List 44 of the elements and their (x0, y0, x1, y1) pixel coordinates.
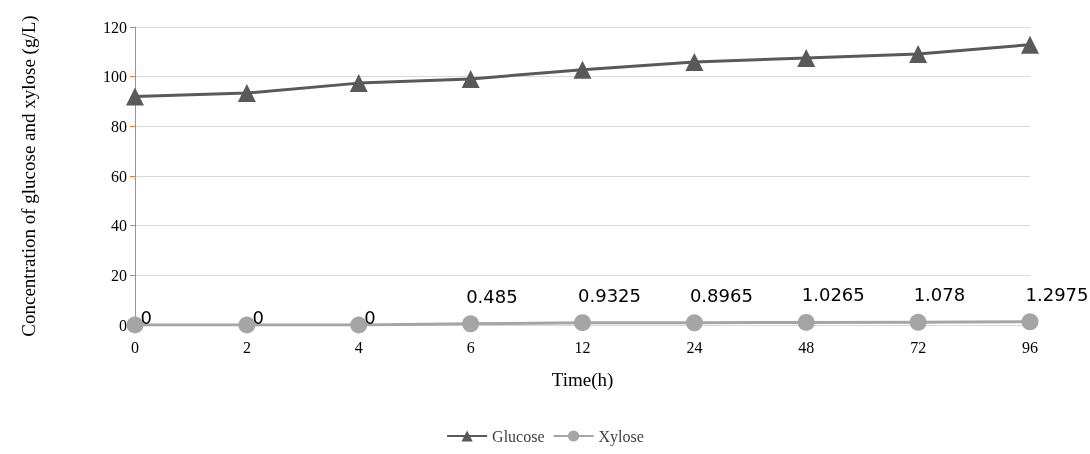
data-label: 1.078 (913, 284, 966, 306)
y-axis-title: Concentration of glucose and xylose (g/L) (17, 15, 40, 337)
x-tick-label: 6 (466, 338, 475, 356)
point (573, 60, 592, 79)
point (237, 84, 256, 103)
data-label: 0.9325 (578, 284, 641, 306)
x-tick-label: 4 (354, 338, 363, 356)
point (909, 313, 927, 331)
data-label: 0 (140, 307, 152, 328)
x-tick-label: 48 (798, 338, 815, 356)
point (574, 314, 591, 332)
data-label: 1.0265 (801, 284, 865, 306)
y-tick-label: 100 (103, 68, 127, 86)
data-label: 0.485 (466, 285, 518, 307)
point (797, 49, 816, 68)
x-tick-label: 72 (910, 338, 927, 356)
legend-label: Glucose (492, 427, 545, 445)
data-label: 0 (252, 307, 264, 328)
point (349, 74, 368, 93)
point (126, 87, 144, 106)
point (1021, 35, 1039, 54)
x-tick-label: 96 (1022, 338, 1038, 356)
data-label: 1.2975 (1025, 283, 1089, 305)
y-tick-label: 20 (111, 266, 127, 284)
y-tick-label: 0 (119, 316, 127, 334)
data-label: 0.8965 (689, 284, 753, 306)
point (462, 315, 480, 333)
x-tick-label: 12 (574, 338, 591, 356)
legend-label: Xylose (598, 427, 644, 446)
data-label: 0 (364, 307, 376, 328)
y-tick-label: 120 (103, 18, 127, 36)
point (1021, 313, 1039, 331)
x-tick-label: 24 (686, 338, 703, 356)
x-tick-label: 2 (242, 338, 251, 356)
y-tick-label: 60 (111, 167, 127, 185)
point (797, 313, 815, 331)
y-tick-label: 80 (111, 117, 127, 135)
point (461, 69, 480, 88)
point (685, 53, 704, 72)
point (685, 314, 703, 332)
x-tick-label: 0 (131, 338, 139, 356)
x-axis-title: Time(h) (551, 369, 614, 391)
y-tick-label: 40 (111, 217, 127, 235)
point (909, 45, 928, 64)
